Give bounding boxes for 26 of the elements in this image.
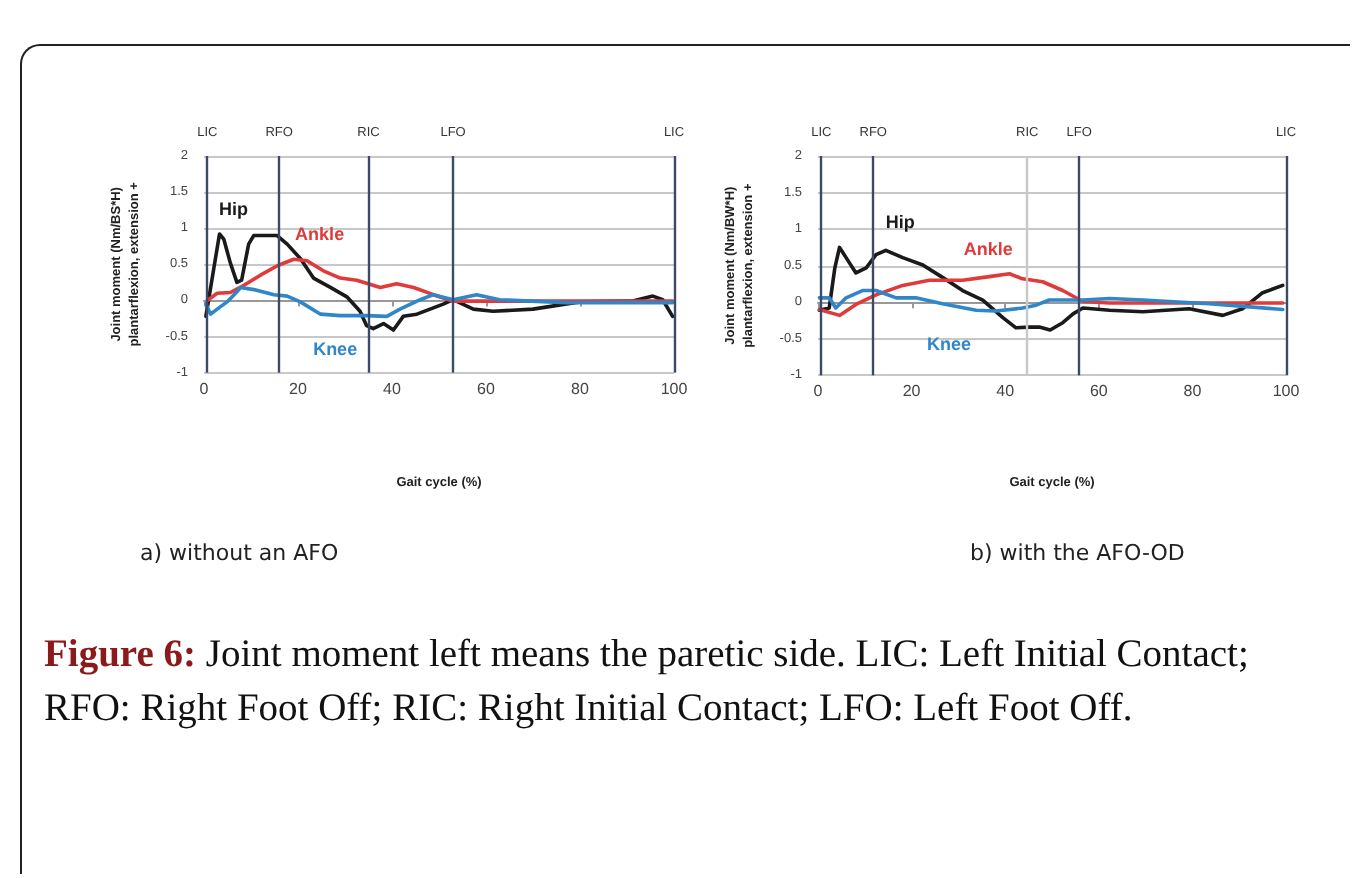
series-label: Hip: [885, 212, 916, 233]
series-label: Knee: [927, 334, 972, 354]
line-series: [817, 288, 1285, 313]
text: a) without an AFO: [140, 540, 339, 566]
x-tick-label: 80: [571, 379, 590, 398]
series-label: Hip: [219, 199, 250, 219]
x-tick-label: 100: [1272, 382, 1301, 401]
line-series: [817, 245, 1285, 332]
line-series: [205, 257, 675, 303]
line-series: [817, 271, 1285, 318]
x-tick-label: 20: [902, 382, 922, 401]
x-tick-label: 80: [1183, 382, 1203, 401]
series-label: Knee: [313, 339, 358, 360]
x-tick-label: 40: [383, 379, 402, 398]
x-tick-label: 60: [1089, 382, 1109, 401]
x-tick-label: 60: [477, 379, 496, 398]
series-label: Ankle: [963, 238, 1013, 259]
x-tick-label: 20: [289, 379, 308, 398]
x-tick-label: 40: [996, 382, 1016, 401]
text: b) with the AFO-OD: [970, 540, 1185, 566]
x-tick-label: 0: [199, 379, 210, 398]
line-series: [204, 285, 675, 319]
x-tick-label: 0: [813, 382, 824, 401]
caption: Figure 6: Joint moment left means the paretic side. LIC: Left Initial Contact; RFO: Right Foot Off; RIC: Right Initial Contact; LFO: Left Foot Off.: [44, 632, 1251, 734]
x-tick-label: 100: [660, 379, 689, 398]
series-label: Ankle: [295, 224, 345, 245]
